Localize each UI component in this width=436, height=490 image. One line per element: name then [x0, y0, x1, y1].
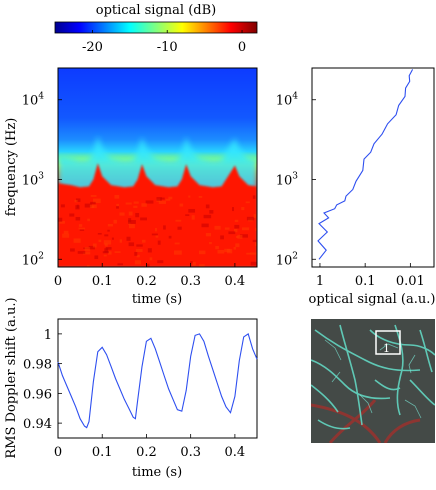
vessel-image: [311, 319, 435, 443]
spectrogram-x-tick-label: 0.3: [180, 274, 201, 289]
colorbar-tick-label: -20: [82, 40, 103, 55]
spectrogram-panel: 0 0.1 0.2 0.3 0.4 102 103 104 time (s) frequen…: [4, 67, 258, 307]
spectrogram-frame: [57, 67, 258, 268]
doppler-y-tick-label: 0.94: [23, 417, 52, 432]
spectrogram-y-tick-label: 104: [22, 92, 45, 109]
vessel-image-panel: 1: [311, 319, 435, 443]
colorbar-title: optical signal (dB): [96, 3, 216, 18]
doppler-series-line: [57, 333, 258, 429]
spectrum-y-tick-label: 103: [276, 172, 299, 189]
spectrum-panel: 1 0.1 0.01 102 103 104 optical signal (a.u.): [276, 67, 436, 307]
spectrogram-x-tick-label: 0: [54, 274, 62, 289]
doppler-x-tick-label: 0.2: [136, 445, 157, 460]
spectrogram-image: [58, 68, 257, 267]
doppler-x-ticks: 0 0.1 0.2 0.3 0.4: [54, 434, 245, 460]
doppler-xlabel: time (s): [132, 465, 182, 480]
doppler-y-ticks: 0.94 0.96 0.98 1: [23, 328, 62, 432]
doppler-panel: 0 0.1 0.2 0.3 0.4 0.94 0.96 0.98 1 time (s) RMS…: [4, 297, 258, 480]
doppler-y-tick-label: 1: [44, 328, 52, 343]
spectrum-x-tick-label: 1: [316, 274, 324, 289]
doppler-x-tick-label: 0.3: [180, 445, 201, 460]
colorbar-tick-label: 0: [238, 40, 246, 55]
spectrogram-x-tick-label: 0.4: [225, 274, 246, 289]
vessel-network: [311, 324, 435, 430]
doppler-x-tick-label: 0.4: [225, 445, 246, 460]
spectrum-x-tick-label: 0.01: [396, 274, 425, 289]
doppler-frame: [57, 318, 258, 439]
spectrum-xlabel: optical signal (a.u.): [309, 292, 436, 307]
spectrum-series-line: [317, 69, 414, 260]
spectrogram-y-tick-label: 102: [22, 251, 44, 268]
spectrogram-x-tick-label: 0.1: [92, 274, 113, 289]
spectrogram-y-ticks: 102 103 104: [22, 92, 62, 268]
doppler-x-tick-label: 0: [54, 445, 62, 460]
doppler-ylabel: RMS Doppler shift (a.u.): [4, 297, 19, 458]
doppler-y-tick-label: 0.96: [23, 387, 52, 402]
roi-box: [375, 330, 401, 355]
roi-label: 1: [383, 342, 390, 355]
spectrum-x-ticks: 1 0.1 0.01: [316, 263, 425, 289]
spectrum-frame: [311, 67, 435, 268]
colorbar-tick-label: -10: [157, 40, 178, 55]
spectrogram-x-ticks: 0 0.1 0.2 0.3 0.4: [54, 263, 245, 289]
spectrum-x-tick-label: 0.1: [355, 274, 376, 289]
spectrogram-x-tick-label: 0.2: [136, 274, 157, 289]
doppler-x-tick-label: 0.1: [92, 445, 113, 460]
colorbar-ticks: -20 -10 0: [82, 30, 246, 55]
spectrogram-noise: [58, 195, 257, 267]
colorbar: optical signal (dB) -20 -10 0: [54, 3, 258, 55]
doppler-y-tick-label: 0.98: [23, 358, 52, 373]
vessel-artery: [311, 399, 421, 443]
spectrogram-y-tick-label: 103: [22, 172, 45, 189]
colorbar-gradient: [54, 21, 258, 34]
spectrum-y-tick-label: 104: [276, 92, 299, 109]
spectrum-y-ticks: 102 103 104: [276, 92, 316, 268]
spectrogram-ylabel: frequency (Hz): [4, 118, 19, 217]
vessel-capillaries: [324, 339, 422, 419]
spectrogram-xlabel: time (s): [132, 292, 182, 307]
spectrum-y-tick-label: 102: [276, 251, 298, 268]
